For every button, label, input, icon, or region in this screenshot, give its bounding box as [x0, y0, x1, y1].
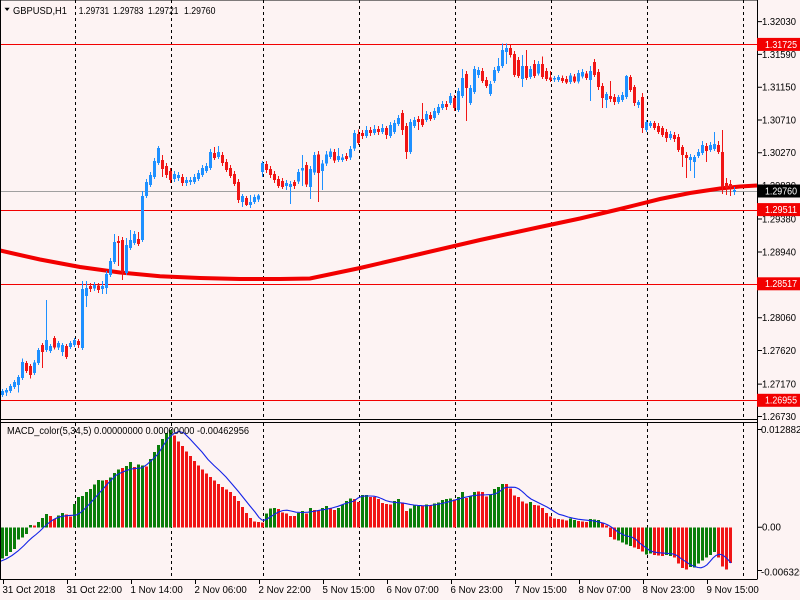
svg-text:1.26955: 1.26955 — [765, 396, 797, 407]
svg-text:MACD_color(5,34,5) 0.00000000: MACD_color(5,34,5) 0.00000000 0.00000000… — [7, 426, 249, 437]
svg-text:1.29783: 1.29783 — [113, 6, 144, 17]
svg-text:1.29760: 1.29760 — [184, 6, 216, 17]
svg-text:0.00: 0.00 — [762, 523, 781, 534]
svg-text:5 Nov 15:00: 5 Nov 15:00 — [323, 585, 376, 596]
svg-text:1.27620: 1.27620 — [762, 346, 797, 357]
svg-text:6 Nov 07:00: 6 Nov 07:00 — [387, 585, 440, 596]
svg-text:2 Nov 06:00: 2 Nov 06:00 — [195, 585, 248, 596]
svg-text:1 Nov 14:00: 1 Nov 14:00 — [131, 585, 184, 596]
svg-text:1.30710: 1.30710 — [762, 115, 797, 126]
svg-text:6 Nov 23:00: 6 Nov 23:00 — [451, 585, 504, 596]
svg-text:1.32030: 1.32030 — [762, 17, 797, 28]
svg-text:GBPUSD,H1: GBPUSD,H1 — [13, 6, 67, 17]
svg-text:31 Oct 22:00: 31 Oct 22:00 — [67, 585, 123, 596]
svg-text:1.29731: 1.29731 — [79, 6, 110, 17]
svg-text:1.27170: 1.27170 — [762, 380, 797, 391]
svg-text:8 Nov 07:00: 8 Nov 07:00 — [579, 585, 632, 596]
svg-text:1.29721: 1.29721 — [148, 6, 179, 17]
svg-text:2 Nov 22:00: 2 Nov 22:00 — [259, 585, 312, 596]
svg-text:-0.0063259: -0.0063259 — [761, 568, 800, 579]
svg-text:7 Nov 15:00: 7 Nov 15:00 — [515, 585, 568, 596]
svg-text:1.26730: 1.26730 — [762, 412, 797, 423]
svg-text:1.28517: 1.28517 — [765, 279, 797, 290]
svg-text:1.31590: 1.31590 — [762, 50, 797, 61]
svg-text:1.31150: 1.31150 — [762, 83, 797, 94]
svg-text:1.29380: 1.29380 — [762, 214, 797, 225]
svg-text:9 Nov 15:00: 9 Nov 15:00 — [707, 585, 760, 596]
svg-text:1.28060: 1.28060 — [762, 313, 797, 324]
svg-text:8 Nov 23:00: 8 Nov 23:00 — [643, 585, 696, 596]
svg-text:1.30270: 1.30270 — [762, 148, 797, 159]
svg-text:31 Oct 2018: 31 Oct 2018 — [3, 585, 56, 596]
svg-text:0.0128829: 0.0128829 — [761, 425, 800, 436]
svg-text:1.28940: 1.28940 — [762, 247, 797, 258]
svg-text:1.29760: 1.29760 — [765, 186, 798, 197]
svg-text:1.29511: 1.29511 — [765, 205, 797, 216]
svg-text:1.31725: 1.31725 — [765, 40, 797, 51]
